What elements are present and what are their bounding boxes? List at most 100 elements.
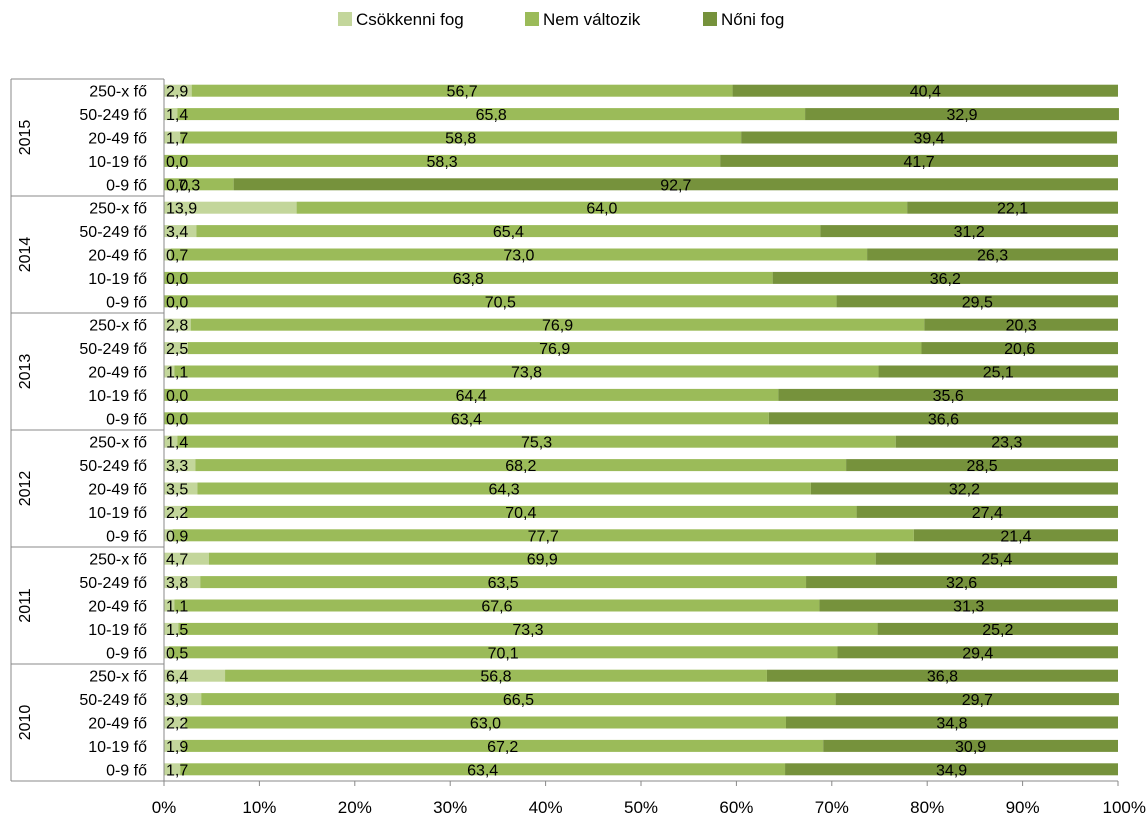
- x-tick-label: 90%: [1006, 798, 1040, 817]
- bar-segment: [164, 154, 721, 167]
- bar-segment: [823, 739, 1118, 752]
- bar-segment: [164, 552, 209, 565]
- bar-segment: [164, 739, 183, 752]
- category-label: 0-9 fő: [106, 294, 147, 311]
- category-label: 0-9 fő: [106, 411, 147, 428]
- bar-segment: [766, 669, 1118, 682]
- x-tick-label: 40%: [529, 798, 563, 817]
- bars: [164, 84, 1119, 776]
- bar-segment: [164, 599, 175, 612]
- data-label: 29,4: [962, 645, 993, 662]
- category-label: 20-49 fő: [88, 599, 147, 616]
- bar-segment: [164, 342, 188, 355]
- category-label: 0-9 fő: [106, 645, 147, 662]
- category-label: 10-19 fő: [88, 622, 147, 639]
- data-label: 63,8: [453, 271, 484, 288]
- category-label: 50-249 fő: [79, 575, 147, 592]
- bar-segment: [172, 529, 914, 542]
- data-label: 0,0: [166, 271, 188, 288]
- bar-segment: [164, 412, 769, 425]
- data-label: 73,0: [503, 248, 534, 265]
- bar-segment: [174, 599, 820, 612]
- data-label: 41,7: [904, 154, 935, 171]
- bar-segment: [177, 108, 806, 121]
- legend: Csökkenni fog Nem változik Nőni fog: [338, 10, 784, 29]
- data-label: 7,3: [178, 177, 200, 194]
- bar-segment: [741, 131, 1118, 144]
- data-label: 20,6: [1004, 341, 1035, 358]
- category-label: 20-49 fő: [88, 131, 147, 148]
- bar-segment: [164, 622, 179, 635]
- data-label: 32,6: [946, 575, 977, 592]
- data-label: 34,9: [936, 762, 967, 779]
- data-label: 63,5: [488, 575, 519, 592]
- data-label: 70,4: [505, 505, 536, 522]
- data-label: 73,8: [511, 365, 542, 382]
- x-tick-label: 10%: [242, 798, 276, 817]
- bar-segment: [233, 178, 1119, 191]
- data-labels: 2,9 56,7 40,4 1,4 65,8 32,9 1,7 58,8 39,4 0,0 58,3…: [166, 84, 1037, 780]
- data-label: 31,2: [954, 224, 985, 241]
- data-label: 76,9: [542, 318, 573, 335]
- bar-segment: [164, 248, 171, 261]
- bar-segment: [786, 716, 1118, 729]
- data-label: 63,4: [467, 762, 498, 779]
- data-label: 3,8: [166, 575, 188, 592]
- bar-segment: [164, 201, 297, 214]
- data-label: 77,7: [528, 528, 559, 545]
- bar-segment: [806, 576, 1118, 589]
- bar-segment: [164, 435, 178, 448]
- data-label: 25,1: [983, 365, 1014, 382]
- data-label: 2,5: [166, 341, 188, 358]
- bar-segment: [164, 84, 192, 97]
- data-label: 66,5: [503, 692, 534, 709]
- category-label: 10-19 fő: [88, 388, 147, 405]
- bar-segment: [191, 84, 733, 97]
- bar-segment: [174, 365, 879, 378]
- bar-segment: [913, 529, 1118, 542]
- bar-segment: [164, 459, 196, 472]
- bar-segment: [877, 622, 1118, 635]
- legend-swatch: [703, 12, 717, 26]
- legend-swatch: [525, 12, 539, 26]
- category-label: 250-x fő: [89, 669, 147, 686]
- data-label: 21,4: [1000, 528, 1031, 545]
- category-label: 10-19 fő: [88, 739, 147, 756]
- bar-segment: [164, 365, 175, 378]
- category-label: 10-19 fő: [88, 271, 147, 288]
- data-label: 2,2: [166, 505, 188, 522]
- category-label: 250-x fő: [89, 84, 147, 101]
- data-label: 64,3: [489, 482, 520, 499]
- bar-segment: [200, 576, 807, 589]
- bar-segment: [164, 178, 234, 191]
- bar-segment: [164, 576, 201, 589]
- data-label: 67,2: [487, 739, 518, 756]
- bar-segment: [164, 225, 197, 238]
- bar-segment: [875, 552, 1118, 565]
- data-label: 4,7: [166, 552, 188, 569]
- data-label: 2,8: [166, 318, 188, 335]
- data-label: 1,1: [166, 365, 188, 382]
- data-label: 29,7: [962, 692, 993, 709]
- x-tick-label: 70%: [815, 798, 849, 817]
- data-label: 6,4: [166, 669, 188, 686]
- legend-swatch: [338, 12, 352, 26]
- data-label: 39,4: [914, 131, 945, 148]
- bar-segment: [772, 271, 1118, 284]
- bar-segment: [778, 388, 1118, 401]
- year-label: 2014: [17, 237, 34, 273]
- bar-segment: [180, 763, 786, 776]
- bar-segment: [195, 459, 847, 472]
- data-label: 64,4: [456, 388, 487, 405]
- data-label: 0,0: [166, 388, 188, 405]
- bar-segment: [170, 248, 868, 261]
- data-label: 3,3: [166, 458, 188, 475]
- bar-segment: [225, 669, 767, 682]
- data-label: 29,5: [962, 294, 993, 311]
- category-label: 250-x fő: [89, 552, 147, 569]
- x-tick-label: 100%: [1103, 798, 1146, 817]
- bar-segment: [819, 599, 1118, 612]
- data-label: 1,1: [166, 599, 188, 616]
- x-tick-label: 20%: [338, 798, 372, 817]
- category-label: 20-49 fő: [88, 482, 147, 499]
